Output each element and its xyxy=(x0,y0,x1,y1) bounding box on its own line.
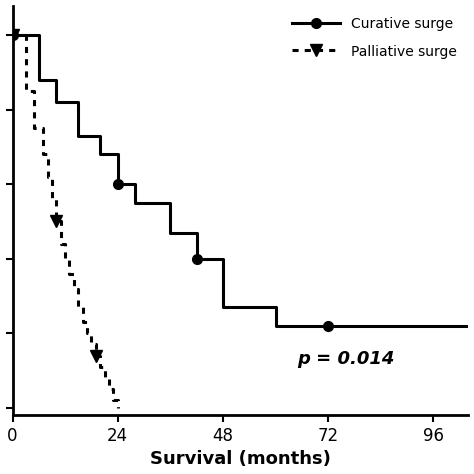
Legend: Curative surge, Palliative surge: Curative surge, Palliative surge xyxy=(288,12,462,63)
Text: p = 0.014: p = 0.014 xyxy=(297,350,394,368)
X-axis label: Survival (months): Survival (months) xyxy=(150,450,331,468)
